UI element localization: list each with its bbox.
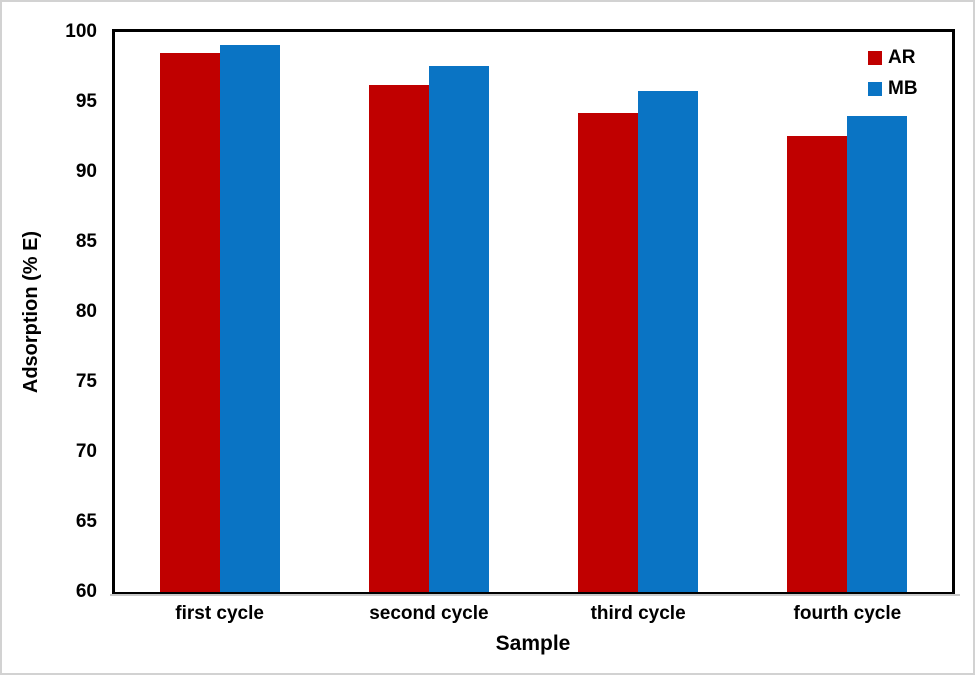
x-tick-label-fourth-cycle: fourth cycle — [793, 603, 902, 624]
x-tick-label-first-cycle: first cycle — [175, 603, 264, 624]
legend-label-ar: AR — [888, 47, 916, 68]
legend-swatch-mb — [868, 82, 882, 96]
y-tick-label-95: 95 — [75, 91, 97, 112]
x-axis-title: Sample — [495, 632, 571, 655]
y-tick-label-80: 80 — [75, 301, 97, 322]
bar-mb-third-cycle — [638, 90, 699, 592]
bar-mb-second-cycle — [428, 65, 489, 592]
x-tick-label-second-cycle: second cycle — [369, 603, 489, 624]
y-tick-label-90: 90 — [75, 161, 97, 182]
legend-item-ar: AR — [868, 48, 918, 68]
y-tick-label-65: 65 — [75, 511, 97, 532]
bar-ar-fourth-cycle — [787, 135, 848, 592]
x-axis-shadow-line — [110, 594, 960, 596]
bar-mb-fourth-cycle — [847, 116, 908, 592]
x-tick-label-third-cycle: third cycle — [590, 603, 686, 624]
plot-area-border — [112, 29, 955, 595]
y-tick-label-70: 70 — [75, 441, 97, 462]
plot-area: AR MB — [115, 32, 952, 592]
bar-ar-first-cycle — [159, 53, 220, 592]
legend-swatch-ar — [868, 51, 882, 65]
legend: AR MB — [868, 48, 918, 110]
bar-ar-second-cycle — [368, 85, 429, 592]
legend-label-mb: MB — [888, 78, 918, 99]
y-tick-label-75: 75 — [75, 371, 97, 392]
y-tick-label-85: 85 — [75, 231, 97, 252]
legend-item-mb: MB — [868, 79, 918, 99]
bar-ar-third-cycle — [578, 113, 639, 592]
y-tick-label-100: 100 — [65, 21, 97, 42]
bar-mb-first-cycle — [219, 44, 280, 592]
y-tick-label-60: 60 — [75, 581, 97, 602]
